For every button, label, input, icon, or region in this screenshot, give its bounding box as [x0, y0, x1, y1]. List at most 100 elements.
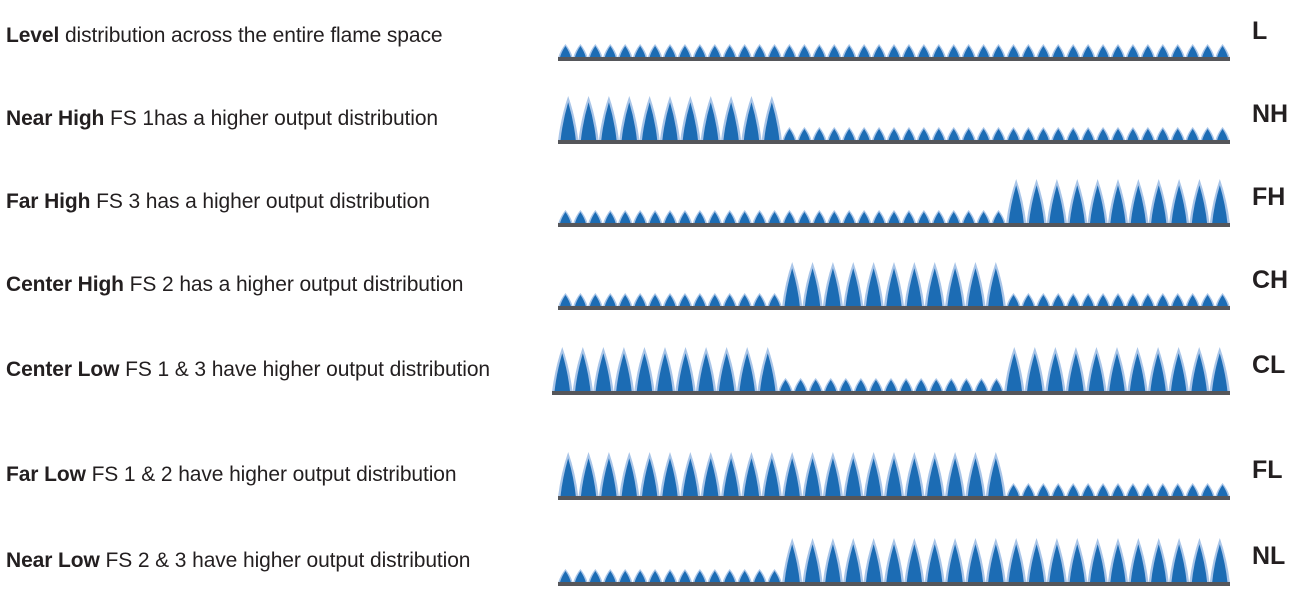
flame-bar: [558, 96, 1230, 144]
flame-bar: [552, 347, 1230, 395]
flame-inner: [1022, 128, 1035, 141]
pattern-row-center-high: Center High FS 2 has a higher output dis…: [0, 249, 1306, 313]
pattern-text: FS 2 & 3 have higher output distribution: [105, 549, 471, 572]
flame-inner: [870, 379, 882, 392]
flame-inner: [621, 102, 638, 141]
flame-inner: [1216, 484, 1229, 497]
burner-base: [552, 391, 1230, 395]
flame-inner: [967, 458, 984, 497]
flame-inner: [724, 211, 736, 224]
pattern-name: Center High: [6, 273, 124, 296]
flame-inner: [1067, 128, 1079, 141]
burner-base: [558, 306, 1230, 310]
pattern-row-near-high: Near High FS 1has a higher output distri…: [0, 83, 1306, 147]
flame-inner: [743, 458, 760, 497]
flame-inner: [1008, 185, 1024, 224]
burner-base: [558, 582, 1230, 586]
flame-inner: [664, 570, 676, 583]
flame-inner: [825, 458, 841, 497]
flame-inner: [560, 458, 576, 497]
flame-inner: [682, 458, 699, 497]
pattern-code: L: [1252, 17, 1268, 45]
flame-inner: [840, 379, 852, 392]
flame-inner: [900, 379, 912, 392]
flame-inner: [649, 294, 661, 307]
flame-inner: [1191, 544, 1208, 583]
pattern-description: Center High FS 2 has a higher output dis…: [6, 273, 463, 297]
flame-inner: [723, 102, 739, 141]
flame-inner: [828, 45, 840, 58]
flame-inner: [1129, 353, 1146, 392]
flame-inner: [554, 353, 571, 392]
flame-inner: [783, 128, 796, 141]
flame-inner: [948, 211, 960, 224]
flame-inner: [1172, 484, 1184, 497]
flame-inner: [1186, 45, 1199, 58]
flame-inner: [634, 211, 646, 224]
flame-inner: [845, 268, 862, 307]
flame-inner: [873, 45, 885, 58]
flame-inner: [1171, 544, 1187, 583]
pattern-name: Near High: [6, 107, 105, 130]
flame-inner: [858, 211, 870, 224]
flame-inner: [694, 570, 706, 583]
flame-inner: [947, 544, 963, 583]
flame-inner: [739, 353, 755, 392]
flame-inner: [967, 544, 984, 583]
flame-inner: [574, 570, 587, 583]
flame-inner: [1172, 294, 1184, 307]
flame-inner: [845, 458, 862, 497]
flame-inner: [813, 45, 826, 58]
pattern-text: FS 2 has a higher output distribution: [129, 273, 464, 296]
flame-inner: [1150, 353, 1166, 392]
flame-inner: [873, 211, 885, 224]
flame-inner: [1216, 45, 1229, 58]
flame-inner: [718, 353, 735, 392]
flame-inner: [926, 268, 943, 307]
flame-inner: [1130, 544, 1147, 583]
flame-inner: [1028, 544, 1045, 583]
flame-inner: [1049, 544, 1065, 583]
flame-inner: [1097, 294, 1109, 307]
pattern-name: Center Low: [6, 358, 120, 381]
flame-inner: [1127, 294, 1139, 307]
flame-inner: [1097, 128, 1109, 141]
flame-inner: [804, 458, 821, 497]
flame-inner: [1007, 45, 1020, 58]
flame-inner: [1127, 45, 1139, 58]
flame-inner: [1216, 294, 1229, 307]
pattern-row-far-high: Far High FS 3 has a higher output distri…: [0, 166, 1306, 230]
flame-inner: [825, 544, 841, 583]
flame-inner: [1052, 128, 1064, 141]
flame-inner: [1112, 294, 1124, 307]
flame-inner: [1027, 353, 1043, 392]
flame-inner: [783, 45, 796, 58]
flame-inner: [903, 128, 915, 141]
flame-inner: [621, 458, 638, 497]
flame-inner: [619, 294, 631, 307]
flame-inner: [1150, 185, 1167, 224]
burner-base: [558, 140, 1230, 144]
flame-inner: [1097, 45, 1109, 58]
flame-inner: [1142, 484, 1154, 497]
flame-inner: [1022, 45, 1035, 58]
flame-inner: [1067, 45, 1079, 58]
flame-inner: [1067, 294, 1079, 307]
flame-inner: [1082, 484, 1094, 497]
flame-inner: [967, 268, 984, 307]
pattern-text: FS 3 has a higher output distribution: [96, 190, 430, 213]
flame-inner: [855, 379, 867, 392]
flame-inner: [1127, 128, 1139, 141]
flame-inner: [1157, 128, 1169, 141]
pattern-code: FH: [1252, 183, 1286, 211]
flame-inner: [843, 128, 855, 141]
flame-inner: [559, 294, 572, 307]
flame-inner: [933, 211, 945, 224]
flame-inner: [828, 128, 840, 141]
flame-inner: [784, 268, 800, 307]
flame-inner: [575, 353, 591, 392]
flame-inner: [724, 570, 736, 583]
flame-inner: [1088, 353, 1105, 392]
flame-inner: [1201, 128, 1214, 141]
flame-inner: [1037, 484, 1050, 497]
